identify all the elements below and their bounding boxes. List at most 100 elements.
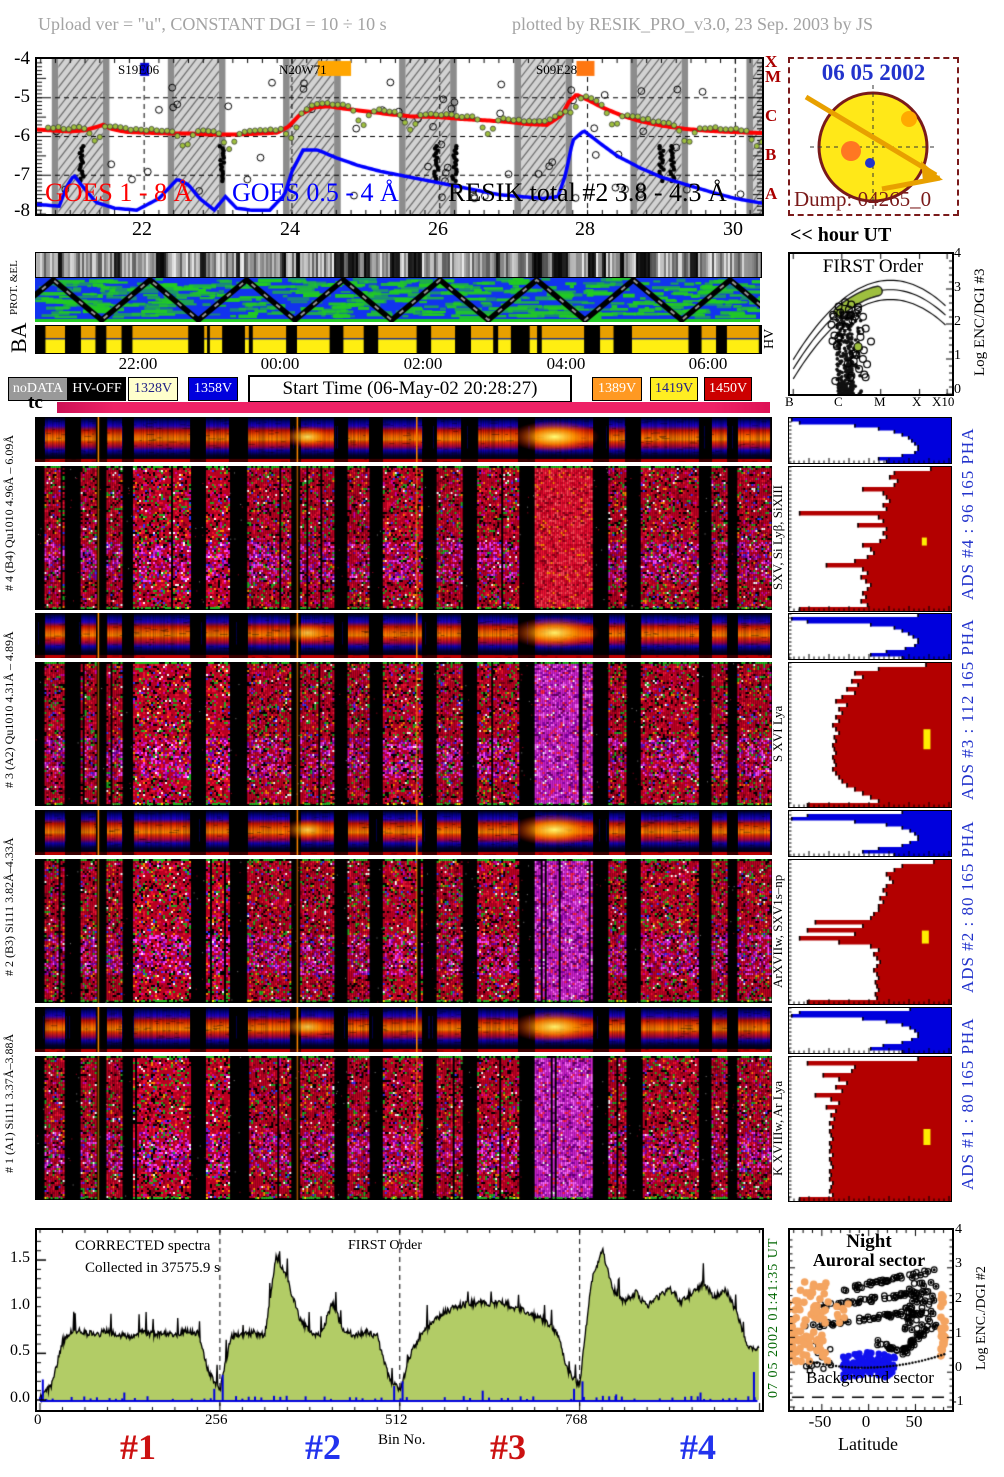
goes-ytick-m6: -6: [14, 125, 30, 146]
fo-ytick-1: 1: [954, 348, 961, 363]
segment-label-4: #4: [680, 1427, 716, 1467]
spectra-xtick-768: 768: [565, 1412, 588, 1428]
channel3-ads-label: ADS #3 : 112 165 PHA: [958, 618, 977, 801]
segment-label-2: #2: [305, 1427, 341, 1467]
lat-ytick-2: 2: [955, 1291, 962, 1306]
pha-hist-2: [788, 810, 952, 857]
spectra-xlabel: Bin No.: [378, 1432, 426, 1448]
fo-xtick-x: X: [912, 394, 922, 409]
pha-hist-3: [788, 613, 952, 660]
spectrogram-tall-4: [35, 466, 772, 610]
legend-nodata: noDATA: [8, 377, 68, 401]
ba-strip-canvas: [35, 325, 762, 354]
goes-long-label: GOES 1 - 8 Å: [45, 178, 193, 207]
goes-xtick-30: 30: [723, 218, 743, 240]
lat-xtick-50: 50: [905, 1412, 923, 1431]
spectra-ytick-05: 0.5: [10, 1342, 30, 1359]
fo-xtick-b: B: [785, 394, 794, 409]
spectrogram-thin-3: [35, 613, 772, 658]
tc-bar: [57, 402, 770, 413]
start-time-box: Start Time (06-May-02 20:28:27): [248, 375, 572, 403]
zigzag-strip-canvas: [35, 278, 760, 322]
flare-label-s19e06: S19E06: [118, 62, 160, 77]
latitude-bottom-label: Background sector: [806, 1368, 934, 1387]
header-right: plotted by RESIK_PRO_v3.0, 23 Sep. 2003 …: [512, 14, 874, 34]
ads-hist-2: [788, 859, 952, 1005]
spectrogram-thin-1: [35, 1007, 772, 1052]
legend-1389v: 1389V: [592, 377, 642, 401]
hour-ut-label: << hour UT: [790, 224, 892, 246]
sun-date: 06 05 2002: [821, 60, 926, 85]
fo-xtick-x10: X10: [932, 394, 955, 409]
goes-ytick-m5: -5: [14, 86, 30, 107]
lat-ytick-m1: -1: [952, 1394, 964, 1409]
fo-ytick-0: 0: [954, 382, 961, 397]
time-tick-22: 22:00: [118, 354, 158, 373]
legend-1328v: 1328V: [128, 377, 178, 401]
goes-class-x: X: [765, 52, 778, 71]
lat-ytick-3: 3: [955, 1256, 962, 1271]
pha-hist-4: [788, 417, 952, 464]
ba-label: BA: [6, 322, 31, 353]
segment-label-3: #3: [490, 1427, 526, 1467]
channel4-ads-label: ADS #4 : 96 165 PHA: [958, 427, 977, 600]
spectra-order-label: FIRST Order: [348, 1238, 423, 1253]
spectrogram-tall-1: [35, 1056, 772, 1200]
legend-1358v: 1358V: [188, 377, 238, 401]
sun-disk-graphic: [804, 85, 943, 211]
prot-strip-canvas: [35, 252, 762, 278]
goes-xtick-24: 24: [280, 218, 300, 240]
channel2-line-label: ArXVIIw, SXV1s–np: [770, 874, 785, 988]
time-tick-06: 06:00: [688, 354, 728, 373]
goes-class-m: M: [765, 67, 782, 86]
goes-xtick-26: 26: [428, 218, 448, 240]
spectrogram-thin-4: [35, 417, 772, 462]
spectra-title2: Collected in 37575.9 s: [85, 1260, 220, 1276]
goes-class-c: C: [765, 106, 778, 125]
spectra-ytick-00: 0.0: [10, 1389, 30, 1406]
fo-ylabel: Log ENC/DGI #3: [972, 268, 988, 376]
active-region-large: [841, 141, 861, 161]
channel2-left-label: # 2 (B3) Si111 3.82Å–4.33Å: [2, 837, 16, 976]
goes-short-label: GOES 0.5 - 4 Å: [232, 178, 399, 207]
goes-class-b: B: [765, 145, 777, 164]
flare-site-dot: [865, 158, 875, 168]
ads-hist-3: [788, 662, 952, 808]
time-tick-00: 00:00: [260, 354, 300, 373]
fo-ytick-4: 4: [954, 246, 961, 261]
ads-hist-1: [788, 1056, 952, 1202]
lat-xtick-0: 0: [861, 1412, 871, 1431]
spectrogram-thin-2: [35, 810, 772, 855]
goes-plot-canvas: [35, 57, 764, 216]
rotation-arrow: [804, 94, 938, 178]
spectrogram-tall-3: [35, 662, 772, 806]
ads-hist-4: [788, 466, 952, 612]
hv-label: HV: [762, 328, 777, 350]
channel1-ads-label: ADS #1 : 80 165 PHA: [958, 1017, 977, 1190]
latitude-datetime: 07 05 2002 01:41:35 UT: [766, 1237, 781, 1399]
spectra-ytick-15: 1.5: [10, 1249, 30, 1266]
channel3-line-label: S XVI Lya: [770, 705, 785, 763]
legend-1419v: 1419V: [650, 377, 698, 401]
flare-label-s09e28: S09E28: [536, 62, 578, 77]
spectra-xtick-0: 0: [34, 1412, 42, 1428]
spectra-xtick-512: 512: [385, 1412, 408, 1428]
channel2-ads-label: ADS #2 : 80 165 PHA: [958, 820, 977, 993]
channel4-left-label: # 4 (B4) Qu1010 4.96Å – 6.09Å: [2, 435, 16, 592]
resik-total-label: RESIK total #2 3.8 - 4.3 Å: [448, 178, 727, 207]
spectra-ytick-10: 1.0: [10, 1296, 30, 1313]
latitude-canvas: [788, 1228, 954, 1412]
active-region-small: [901, 111, 917, 127]
latitude-title1: Night: [846, 1231, 892, 1252]
spectra-canvas: [35, 1228, 764, 1412]
lat-ytick-0: 0: [955, 1360, 962, 1375]
sun-disk-panel: 06 05 2002 Dump: 04265_0: [788, 57, 959, 216]
lat-xtick-m50: -50: [808, 1412, 832, 1431]
legend-hv-off: HV-OFF: [68, 377, 126, 401]
goes-xtick-28: 28: [575, 218, 595, 240]
time-tick-04: 04:00: [546, 354, 586, 373]
goes-ytick-m4: -4: [14, 48, 30, 69]
lat-ytick-4: 4: [955, 1222, 962, 1237]
fo-xtick-m: M: [874, 394, 886, 409]
